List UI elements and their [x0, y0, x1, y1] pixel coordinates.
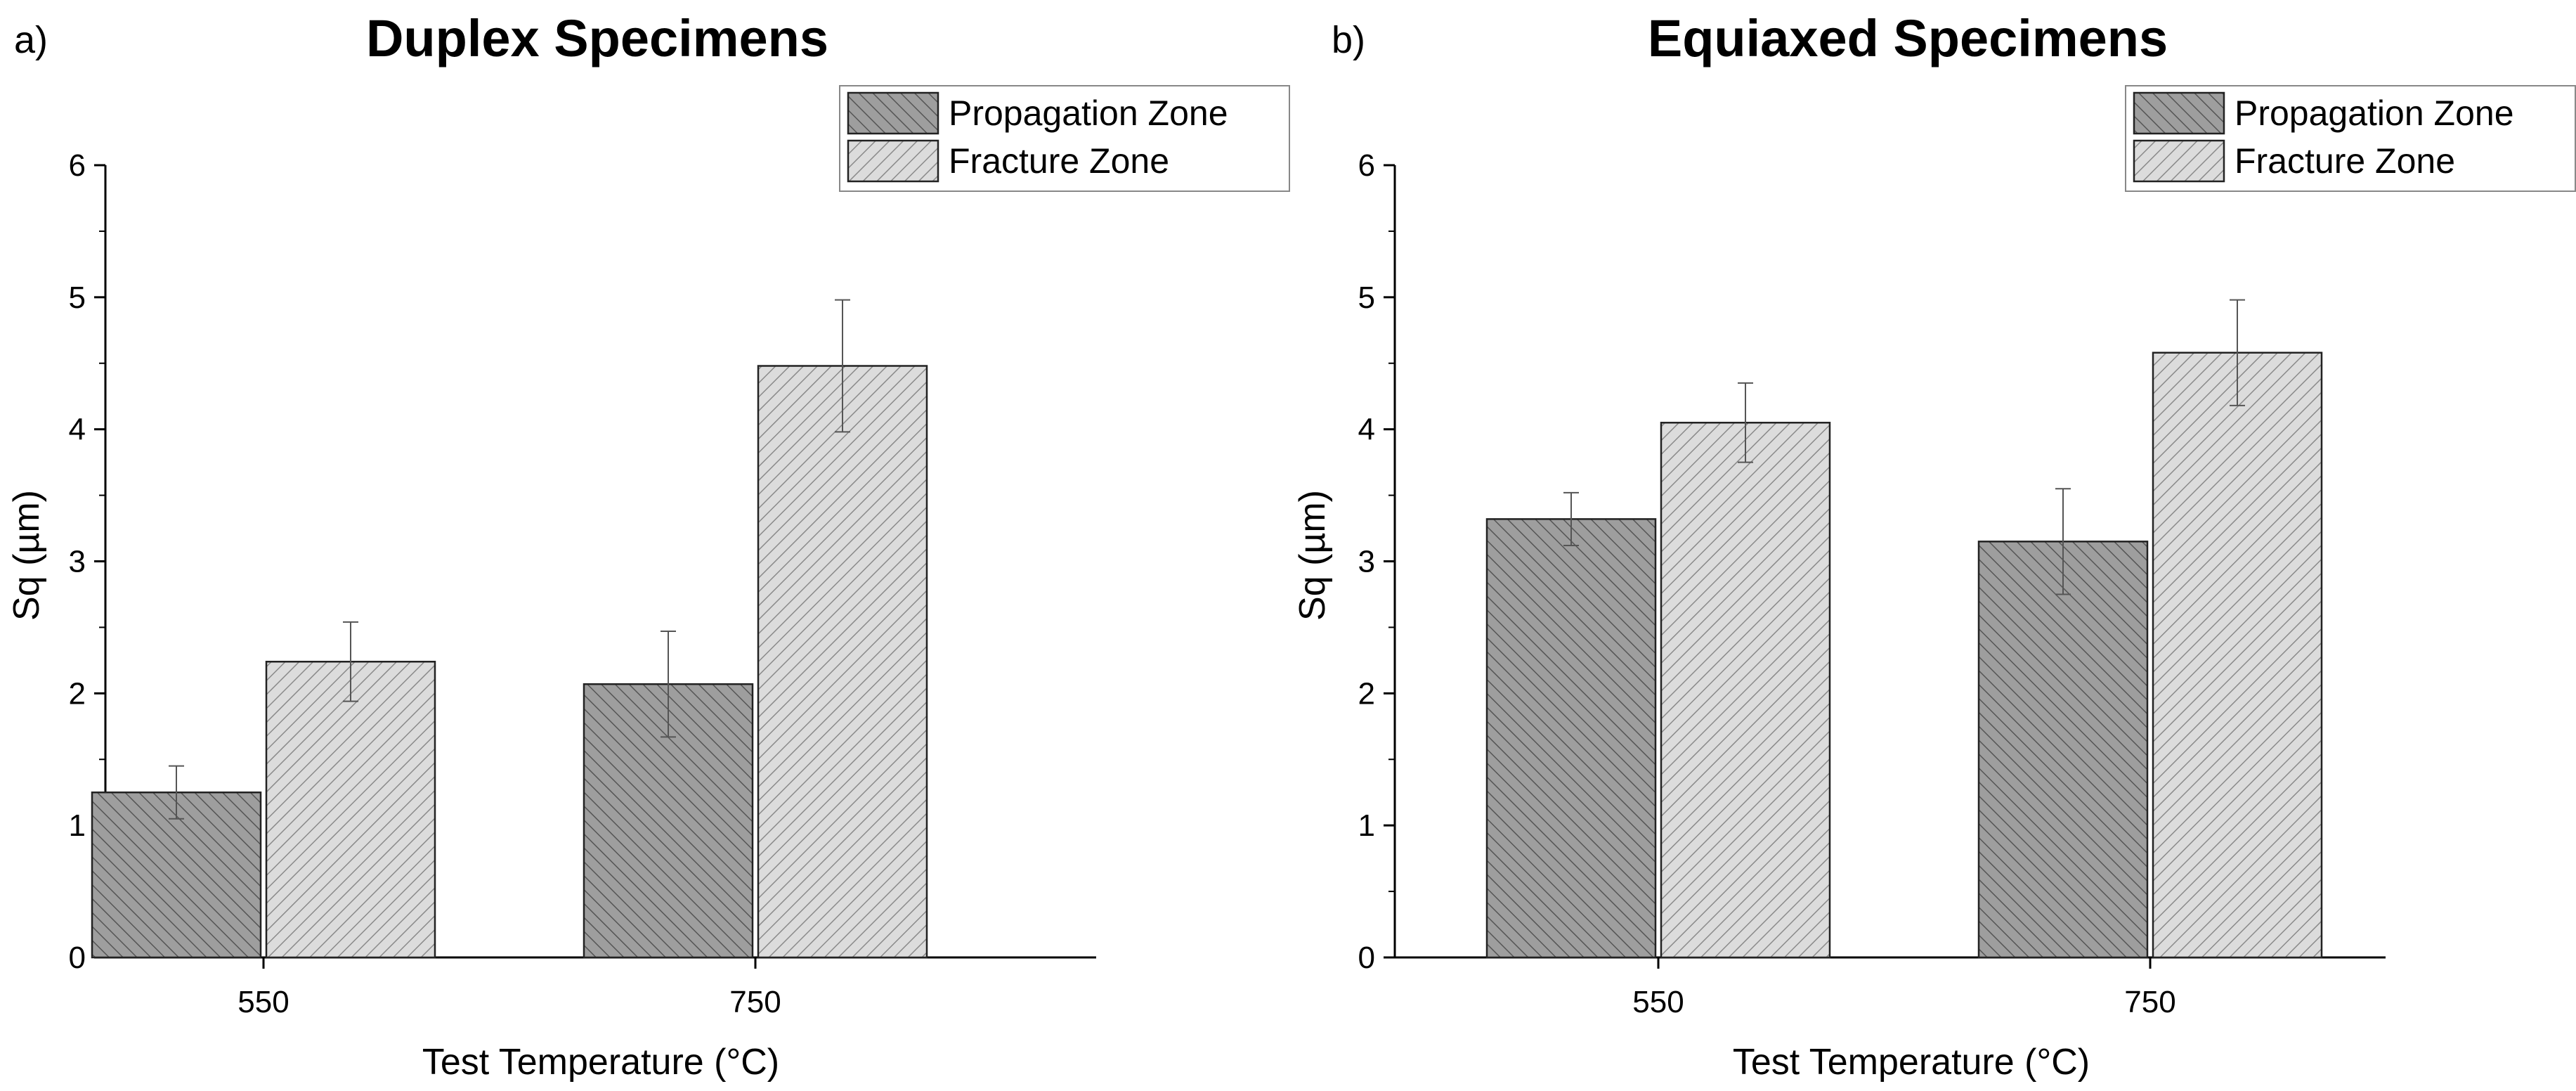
legend-label: Fracture Zone: [2235, 141, 2455, 181]
error-bar: [2230, 299, 2245, 406]
x-axis-label: Test Temperature (°C): [1733, 1042, 2090, 1083]
error-bar: [835, 299, 850, 433]
y-axis-label: Sq (µm): [1292, 490, 1333, 621]
y-tick-label: 3: [69, 545, 86, 579]
legend-swatch: [2133, 91, 2225, 135]
error-bar: [1738, 382, 1753, 463]
legend-swatch: [2133, 139, 2225, 183]
legend-label: Fracture Zone: [949, 141, 1169, 181]
y-tick-label: 6: [69, 148, 86, 183]
error-bar: [343, 621, 358, 702]
y-tick-label: 4: [69, 413, 86, 447]
chart-panel-equiaxed: b) Equiaxed Specimens Sq (µm) Test Tempe…: [1292, 9, 2576, 1083]
y-tick-label: 2: [1358, 676, 1375, 711]
y-tick-label: 4: [1358, 413, 1375, 447]
bar-fracture-zone-550: [1660, 422, 1831, 959]
legend-label: Propagation Zone: [2235, 93, 2514, 133]
bar-fracture-zone-550: [265, 661, 436, 959]
panel-label: b): [1332, 19, 1365, 61]
error-bar: [1563, 491, 1579, 546]
x-tick-label: 550: [1632, 985, 1684, 1019]
x-tick-label: 750: [2124, 985, 2175, 1019]
error-bar: [169, 765, 184, 820]
error-bar: [2055, 488, 2071, 595]
bar-fracture-zone-750: [2152, 351, 2323, 959]
legend-swatch: [847, 91, 939, 135]
bar-propagation-zone-750: [1977, 541, 2149, 959]
chart-title: Duplex Specimens: [366, 9, 828, 67]
plot-area: 0 1 2 3 4 5 6 550 750: [1358, 148, 2386, 1019]
legend-label: Propagation Zone: [949, 93, 1228, 133]
plot-area: 0 1 2 3 4 5 6 550 750: [69, 148, 1096, 1019]
y-tick-label: 2: [69, 676, 86, 711]
x-tick-label: 550: [238, 985, 289, 1019]
legend: Propagation Zone Fracture Zone: [2125, 85, 2576, 192]
y-axis-label: Sq (µm): [6, 490, 47, 621]
x-tick-label: 750: [729, 985, 781, 1019]
y-tick-label: 0: [69, 941, 86, 975]
bar-fracture-zone-750: [757, 365, 928, 959]
chart-title: Equiaxed Specimens: [1648, 9, 2168, 67]
y-tick-label: 3: [1358, 545, 1375, 579]
bar-propagation-zone-550: [91, 791, 262, 959]
y-tick-label: 5: [69, 280, 86, 315]
y-tick-label: 0: [1358, 941, 1375, 975]
legend: Propagation Zone Fracture Zone: [839, 85, 1290, 192]
y-tick-label: 1: [1358, 808, 1375, 843]
x-axis-label: Test Temperature (°C): [422, 1042, 779, 1083]
legend-swatch: [847, 139, 939, 183]
y-tick-label: 1: [69, 808, 86, 843]
error-bar: [661, 631, 676, 738]
chart-panel-duplex: a) Duplex Specimens Sq (µm) Test Tempera…: [6, 9, 1290, 1083]
panel-label: a): [14, 19, 48, 61]
y-tick-label: 6: [1358, 148, 1375, 183]
bar-propagation-zone-550: [1485, 518, 1657, 959]
y-tick-label: 5: [1358, 280, 1375, 315]
